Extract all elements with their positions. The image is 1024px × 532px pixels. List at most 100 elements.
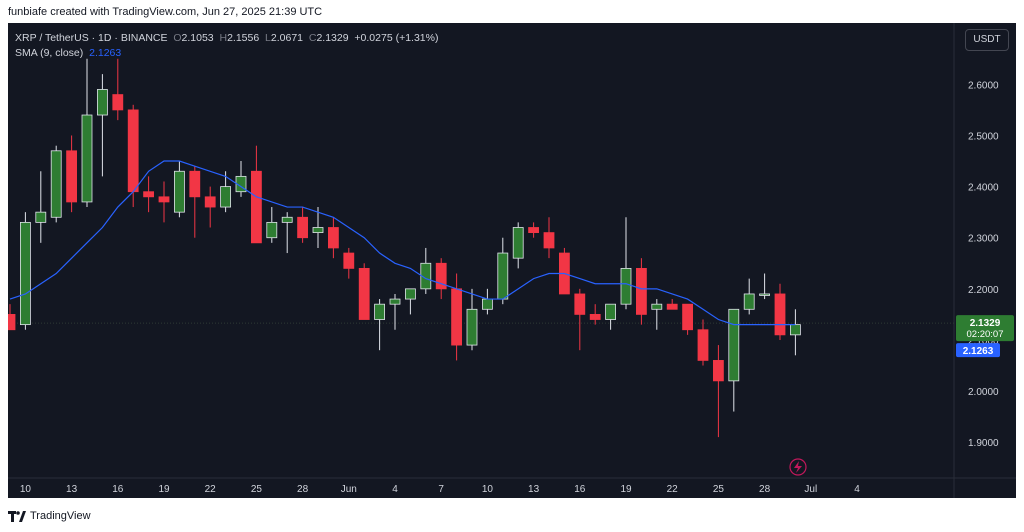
lightning-bolt-icon — [794, 461, 802, 473]
candle-body — [173, 170, 185, 213]
candle-body — [143, 191, 155, 198]
candle-body — [466, 308, 478, 346]
x-tick-label: 4 — [392, 484, 398, 495]
candle-body — [19, 221, 31, 326]
x-tick-label: 22 — [667, 484, 679, 495]
y-tick-label: 2.6000 — [968, 80, 999, 91]
candle-body — [528, 227, 539, 234]
high-value: 2.1556 — [227, 32, 260, 44]
candle-body — [682, 303, 693, 331]
x-tick-label: 10 — [20, 484, 32, 495]
x-tick-label: 10 — [482, 484, 494, 495]
candle-body — [158, 196, 170, 203]
sma-label-box — [956, 343, 1000, 358]
candle-body — [435, 262, 447, 290]
price-label-value: 2.1329 — [970, 318, 1001, 329]
y-tick-label: 2.5000 — [968, 131, 999, 142]
sma-label[interactable]: SMA (9, close) — [15, 47, 84, 59]
candle-body — [250, 170, 262, 244]
currency-button[interactable]: USDT — [965, 29, 1009, 51]
candle-body — [389, 298, 401, 305]
candle-body — [327, 227, 339, 249]
x-tick-label: 19 — [620, 484, 632, 495]
candle-body — [97, 89, 108, 116]
candle-body — [127, 109, 139, 193]
candle-body — [543, 232, 555, 249]
y-tick-label: 2.4000 — [968, 183, 999, 194]
tradingview-logo-icon — [8, 510, 26, 522]
x-tick-label: 16 — [112, 484, 124, 495]
candle-body — [497, 252, 509, 300]
candle-body — [481, 298, 493, 310]
candle-body — [404, 288, 416, 300]
candle-body — [790, 324, 801, 336]
symbol-label[interactable]: XRP / TetherUS · 1D · BINANCE — [15, 32, 168, 44]
x-tick-label: 13 — [66, 484, 78, 495]
x-tick-label: 16 — [574, 484, 586, 495]
candle-body — [374, 303, 386, 320]
lightning-icon — [789, 458, 807, 476]
x-tick-label: 7 — [438, 484, 444, 495]
open-label: O — [173, 32, 182, 44]
candle-body — [574, 293, 586, 315]
candle-body — [50, 150, 62, 218]
high-label: H — [219, 32, 228, 44]
candle-body — [204, 196, 216, 208]
candle-body — [35, 211, 47, 223]
chart-caption: funbiafe created with TradingView.com, J… — [8, 6, 323, 18]
x-tick-label: Jul — [804, 484, 817, 495]
candle-body — [220, 186, 232, 208]
price-label-box — [956, 315, 1014, 342]
candlestick-chart: 2.6000 2.5000 2.4000 2.3000 2.2000 2.1000 2.00… — [8, 23, 1016, 498]
candle-body — [666, 303, 678, 310]
candle-body — [81, 114, 93, 203]
candle-body — [605, 303, 616, 320]
brand-name: TradingView — [30, 510, 91, 522]
legend: XRP / TetherUS · 1D · BINANCE O2.1053 H2… — [15, 31, 438, 61]
x-tick-label: 22 — [205, 484, 217, 495]
candle-body — [743, 293, 755, 310]
candle-body — [297, 216, 309, 239]
low-label: L — [265, 32, 271, 44]
candle-body — [235, 175, 247, 193]
sma-value: 2.1263 — [89, 47, 122, 59]
candle-body — [358, 267, 370, 320]
y-tick-label: 2.2000 — [968, 285, 999, 296]
candle-body — [66, 150, 77, 203]
chart-area[interactable]: 2.6000 2.5000 2.4000 2.3000 2.2000 2.1000 2.00… — [8, 23, 1016, 498]
candle-body — [697, 329, 709, 361]
x-tick-label: 19 — [158, 484, 170, 495]
y-tick-label: 2.1000 — [968, 336, 999, 347]
y-tick-label: 2.0000 — [968, 387, 999, 398]
candle-body — [589, 314, 601, 320]
candle-body — [112, 94, 124, 111]
close-value: 2.1329 — [316, 32, 349, 44]
x-tick-label: 13 — [528, 484, 540, 495]
close-label: C — [308, 32, 317, 44]
candle-body — [620, 267, 632, 305]
candle-body — [312, 227, 324, 234]
x-tick-label: Jun — [341, 484, 357, 495]
x-tick-label: 25 — [713, 484, 725, 495]
candle-body — [512, 227, 524, 259]
x-tick-label: 25 — [251, 484, 263, 495]
x-tick-label: 28 — [759, 484, 771, 495]
candle-body — [713, 360, 724, 382]
candle-body — [451, 288, 463, 346]
change-value: +0.0275 (+1.31%) — [354, 32, 439, 44]
candle-body — [420, 262, 432, 290]
x-tick-label: 28 — [297, 484, 309, 495]
candle-body — [651, 303, 663, 310]
sma-line — [9, 160, 796, 326]
candle-body — [343, 252, 355, 269]
open-value: 2.1053 — [181, 32, 214, 44]
legend-ohlc-row: XRP / TetherUS · 1D · BINANCE O2.1053 H2… — [15, 31, 438, 46]
candle-body — [8, 314, 16, 331]
candle-body — [759, 293, 770, 296]
brand-footer: TradingView — [8, 510, 91, 522]
sma-label-value: 2.1263 — [963, 346, 994, 357]
y-tick-label: 2.3000 — [968, 234, 999, 245]
countdown-label: 02:20:07 — [967, 329, 1004, 340]
candle-body — [728, 308, 740, 382]
candle-body — [636, 267, 647, 315]
